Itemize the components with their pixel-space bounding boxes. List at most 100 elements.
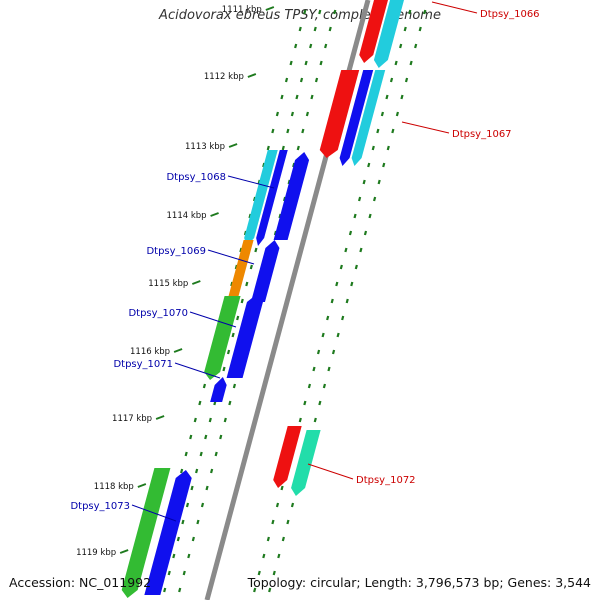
- inner-tick-dot: [318, 9, 322, 15]
- topology-label: Topology: circular; Length: 3,796,573 bp…: [247, 575, 591, 590]
- inner-tick-dot: [191, 536, 195, 542]
- inner-tick-dot: [226, 349, 231, 355]
- inner-tick-dot: [205, 485, 209, 491]
- outer-tick-dot: [307, 383, 312, 389]
- inner-tick-dot: [304, 60, 308, 66]
- inner-tick-dot: [301, 128, 305, 134]
- outer-tick-dot: [316, 349, 321, 355]
- outer-tick-dot: [312, 366, 316, 372]
- outer-tick-dot: [253, 587, 257, 593]
- outer-tick-dot: [404, 77, 409, 83]
- inner-tick-dot: [245, 281, 249, 287]
- gene-dtpsy-1073-arrow: [121, 468, 171, 598]
- kbp-tick-label: 1113 kbp: [185, 142, 225, 152]
- outer-tick-dot: [382, 162, 386, 168]
- gene-label-dtpsy-1070: Dtpsy_1070: [128, 308, 188, 319]
- inner-tick-dot: [314, 77, 319, 83]
- outer-tick-dot: [257, 570, 261, 576]
- inner-tick-dot: [240, 298, 244, 304]
- outer-tick-dot: [321, 332, 325, 338]
- inner-tick-dot: [195, 468, 199, 474]
- outer-tick-dot: [281, 536, 285, 542]
- outer-tick-dot: [286, 519, 290, 525]
- inner-tick-dot: [313, 26, 317, 32]
- gene-leader-line: [189, 311, 237, 328]
- kbp-tick-label: 1111 kbp: [222, 5, 262, 15]
- inner-tick-dot: [236, 315, 240, 321]
- inner-tick-dot: [324, 43, 328, 49]
- outer-tick-dot: [322, 383, 327, 389]
- outer-tick-dot: [348, 230, 353, 236]
- outer-tick-dot: [389, 77, 394, 83]
- inner-tick-dot: [180, 468, 184, 474]
- outer-tick-dot: [339, 264, 343, 270]
- outer-tick-dot: [298, 417, 302, 423]
- gene-leader-line: [307, 463, 354, 480]
- gene-dtpsy-1072b-arrow: [291, 430, 321, 496]
- inner-tick-dot: [199, 451, 203, 457]
- inner-tick-dot: [328, 26, 332, 32]
- gene-dtpsy-1069b-arrow: [250, 240, 280, 302]
- inner-tick-dot: [182, 570, 186, 576]
- outer-tick-dot: [354, 264, 358, 270]
- gene-dtpsy-1067-arrow: [319, 70, 360, 158]
- outer-tick-dot: [277, 553, 281, 559]
- inner-tick-dot: [281, 145, 285, 151]
- outer-tick-dot: [275, 502, 280, 508]
- inner-tick-dot: [172, 553, 176, 559]
- inner-tick-dot: [200, 502, 205, 508]
- inner-tick-dot: [275, 111, 280, 117]
- gene-dtpsy-1068b-arrow: [256, 150, 288, 246]
- outer-tick-dot: [280, 485, 284, 491]
- accession-label: Accession: NC_011992: [9, 575, 152, 590]
- inner-tick-dot: [284, 77, 289, 83]
- gene-leader-line: [174, 362, 221, 379]
- kbp-tick-label: 1117 kbp: [112, 414, 152, 424]
- inner-tick-dot: [248, 213, 252, 219]
- gene-leader-line: [431, 1, 478, 14]
- inner-tick-dot: [193, 417, 197, 423]
- outer-tick-dot: [344, 247, 348, 253]
- kbp-tick-mark: [119, 549, 129, 554]
- outer-tick-dot: [377, 179, 381, 185]
- outer-tick-dot: [303, 400, 307, 406]
- gene-dtpsy-1066b-arrow: [373, 0, 404, 68]
- outer-tick-dot: [368, 213, 372, 219]
- gene-leader-line: [227, 175, 275, 189]
- outer-tick-dot: [418, 26, 422, 32]
- inner-tick-dot: [298, 26, 302, 32]
- inner-tick-dot: [228, 400, 232, 406]
- kbp-tick-mark: [173, 348, 183, 353]
- gene-label-dtpsy-1073: Dtpsy_1073: [70, 501, 130, 512]
- outer-tick-dot: [409, 60, 413, 66]
- outer-tick-dot: [335, 281, 339, 287]
- gene-dtpsy-1067b-arrow: [339, 70, 374, 166]
- gene-label-dtpsy-1067: Dtpsy_1067: [452, 129, 512, 140]
- gene-label-dtpsy-1072: Dtpsy_1072: [356, 475, 416, 486]
- gene-dtpsy-1068-arrow: [244, 150, 278, 246]
- inner-tick-dot: [266, 145, 270, 151]
- kbp-tick-label: 1114 kbp: [167, 211, 207, 221]
- inner-tick-dot: [231, 332, 235, 338]
- inner-tick-dot: [184, 451, 188, 457]
- inner-tick-dot: [189, 434, 193, 440]
- inner-tick-dot: [310, 94, 314, 100]
- outer-tick-dot: [394, 60, 398, 66]
- kbp-tick-mark: [191, 280, 201, 285]
- inner-tick-dot: [254, 247, 258, 253]
- inner-tick-dot: [210, 468, 214, 474]
- kbp-tick-mark: [210, 212, 219, 217]
- outer-tick-dot: [386, 145, 390, 151]
- outer-tick-dot: [423, 9, 427, 15]
- outer-tick-dot: [371, 145, 375, 151]
- inner-tick-dot: [187, 553, 191, 559]
- kbp-tick-mark: [247, 73, 257, 78]
- outer-tick-dot: [358, 196, 362, 202]
- gene-label-dtpsy-1068: Dtpsy_1068: [166, 172, 226, 183]
- outer-tick-dot: [362, 179, 366, 185]
- inner-tick-dot: [198, 400, 202, 406]
- inner-tick-dot: [292, 162, 296, 168]
- gene-dtpsy-1070b-arrow: [226, 294, 263, 378]
- gene-dtpsy-1067c-arrow: [351, 70, 386, 166]
- outer-tick-dot: [313, 417, 317, 423]
